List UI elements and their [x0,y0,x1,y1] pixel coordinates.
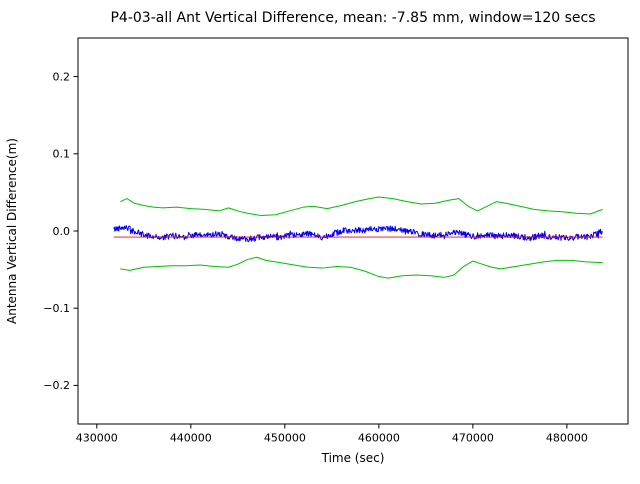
chart-title: P4-03-all Ant Vertical Difference, mean:… [110,10,595,26]
x-tick-label: 480000 [546,432,588,445]
x-tick-label: 460000 [358,432,400,445]
y-tick-label: 0.2 [53,70,71,83]
y-tick-label: −0.1 [43,302,70,315]
y-tick-label: 0.0 [53,225,71,238]
series-upper-envelope [120,196,603,217]
x-tick-label: 430000 [76,432,118,445]
x-tick-label: 470000 [452,432,494,445]
x-tick-label: 450000 [264,432,306,445]
x-axis-label: Time (sec) [321,451,385,465]
plot-series [113,196,603,279]
axes-spines [77,37,629,425]
y-tick-label: 0.1 [53,148,71,161]
y-tick-label: −0.2 [43,379,70,392]
series-lower-envelope [120,256,603,279]
y-axis-label: Antenna Vertical Difference(m) [5,138,19,324]
axis-ticks: 430000 440000 450000 460000 470000 480000 −0.2… [43,70,588,444]
x-tick-label: 440000 [170,432,212,445]
